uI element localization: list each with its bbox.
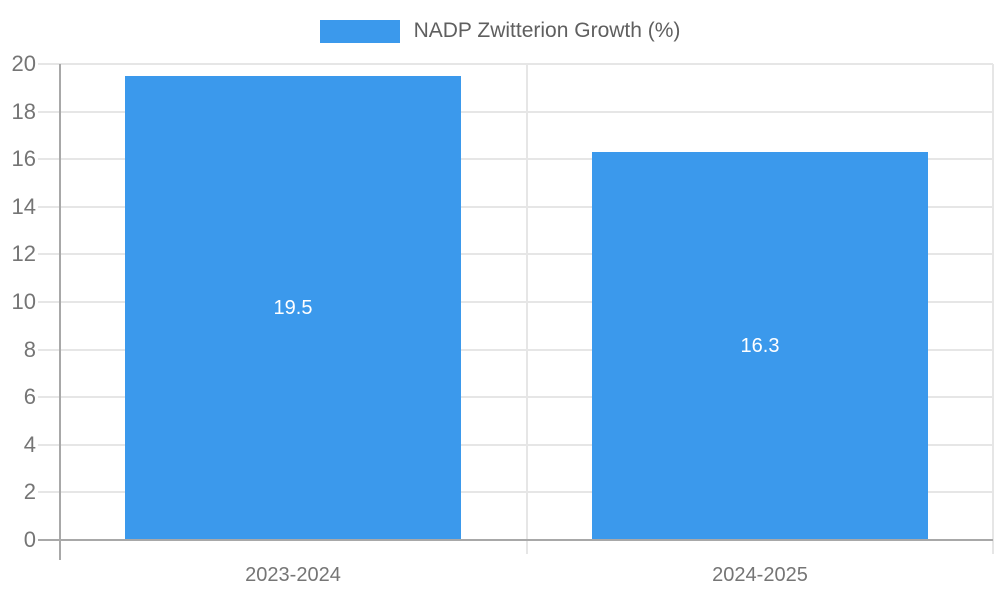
x-axis	[38, 539, 993, 541]
gridline	[38, 349, 993, 351]
x-axis-tick-label: 2024-2025	[712, 564, 808, 586]
gridline	[38, 444, 993, 446]
vertical-gridline	[992, 64, 994, 554]
y-axis	[59, 64, 61, 560]
bar-2023-2024[interactable]	[125, 76, 461, 540]
gridline	[38, 253, 993, 255]
y-axis-tick-label: 20	[11, 51, 36, 76]
bar-2024-2025[interactable]	[592, 152, 928, 540]
y-axis-tick-label: 4	[23, 432, 36, 457]
gridline	[38, 111, 993, 113]
vertical-gridline	[526, 64, 528, 554]
gridline	[38, 301, 993, 303]
y-axis-tick-label: 8	[23, 337, 36, 362]
y-axis-tick-label: 2	[23, 479, 36, 504]
y-axis-tick-label: 14	[11, 194, 36, 219]
gridline	[38, 158, 993, 160]
gridline	[38, 206, 993, 208]
bar-value-label: 19.5	[273, 297, 313, 319]
y-axis-tick-label: 0	[23, 527, 36, 552]
y-axis-tick-label: 6	[23, 384, 36, 409]
y-axis-tick-label: 10	[11, 289, 36, 314]
x-axis-tick-label: 2023-2024	[245, 564, 341, 586]
y-axis-tick-label: 12	[11, 241, 36, 266]
legend-swatch	[319, 19, 400, 43]
bar-value-label: 16.3	[740, 335, 780, 357]
chart-legend: NADP Zwitterion Growth (%)	[0, 18, 1000, 44]
gridline	[38, 396, 993, 398]
gridline	[38, 491, 993, 493]
y-axis-tick-label: 16	[11, 146, 36, 171]
y-axis-tick-label: 18	[11, 99, 36, 124]
legend-label: NADP Zwitterion Growth (%)	[413, 19, 681, 42]
gridline	[38, 63, 993, 65]
